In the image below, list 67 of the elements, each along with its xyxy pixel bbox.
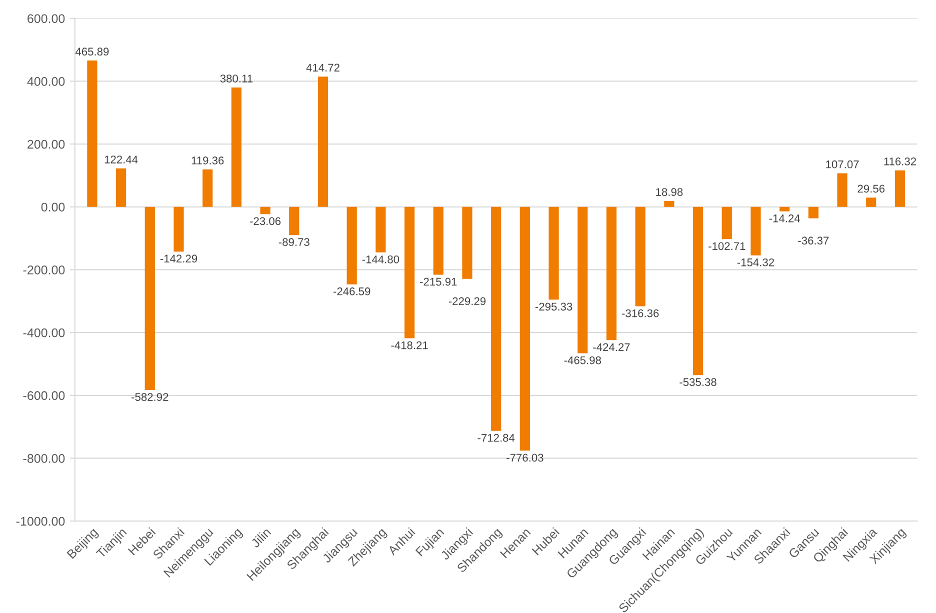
bar	[87, 60, 98, 207]
y-tick-label: 400.00	[27, 77, 65, 86]
data-label: -424.27	[593, 343, 630, 352]
y-tick-label: -400.00	[23, 328, 65, 338]
bar	[837, 173, 848, 207]
bar	[866, 198, 876, 207]
data-label: -14.24	[769, 214, 800, 222]
bar	[548, 206, 559, 300]
y-tick-label: -800.00	[23, 454, 65, 463]
data-label: -89.73	[278, 238, 310, 246]
bar	[116, 168, 126, 207]
bar	[260, 206, 270, 214]
data-label: -142.29	[160, 254, 198, 263]
data-label: -465.98	[564, 356, 601, 364]
data-label: 116.32	[884, 158, 916, 166]
bar	[346, 206, 357, 284]
bar	[894, 170, 906, 207]
bar	[491, 206, 502, 431]
data-label: -295.33	[535, 302, 572, 311]
bar	[635, 206, 646, 306]
bar	[780, 206, 790, 212]
bar	[722, 206, 732, 240]
data-label: -712.84	[478, 434, 515, 442]
bar	[318, 76, 328, 207]
bar	[692, 206, 704, 376]
y-tick-label: -600.00	[23, 391, 65, 400]
bar	[520, 206, 530, 451]
bar	[606, 206, 617, 340]
data-label: 18.98	[656, 188, 683, 196]
y-tick-label: 0.00	[41, 202, 65, 212]
data-label: -36.37	[798, 236, 829, 245]
bar	[462, 206, 472, 279]
data-label: -582.92	[132, 393, 168, 401]
data-label: 107.07	[826, 160, 859, 168]
bar	[404, 206, 415, 338]
bar	[578, 206, 588, 354]
data-label: 119.36	[192, 156, 224, 164]
data-label: 29.56	[858, 184, 885, 193]
data-label: -776.03	[506, 454, 544, 462]
data-label: 122.44	[104, 156, 138, 164]
data-label: 380.11	[220, 74, 252, 82]
y-tick-label: 200.00	[28, 140, 65, 149]
bar	[750, 206, 761, 256]
data-label: -418.21	[391, 341, 428, 350]
bar	[376, 206, 386, 252]
bar	[433, 206, 444, 275]
data-label: -229.29	[448, 297, 486, 306]
data-label: -144.80	[362, 255, 400, 264]
data-label: -215.91	[420, 278, 457, 286]
bar	[231, 87, 242, 207]
data-label: -316.36	[622, 309, 659, 318]
y-tick-label: -1000.00	[16, 516, 65, 526]
data-label: -246.59	[333, 287, 370, 296]
bar	[664, 200, 674, 207]
bar	[202, 169, 213, 207]
y-tick-label: -200.00	[23, 266, 65, 274]
bar	[808, 206, 818, 218]
data-label: -102.71	[708, 242, 746, 250]
y-tick-label: 600.00	[28, 14, 65, 24]
bar	[174, 206, 184, 252]
data-label: -535.38	[680, 378, 716, 386]
bar	[144, 206, 155, 390]
data-label: -154.32	[737, 258, 774, 266]
data-label: -23.06	[250, 217, 281, 226]
bar	[289, 206, 300, 236]
data-label: 465.89	[75, 48, 109, 56]
data-label: 414.72	[306, 64, 340, 72]
